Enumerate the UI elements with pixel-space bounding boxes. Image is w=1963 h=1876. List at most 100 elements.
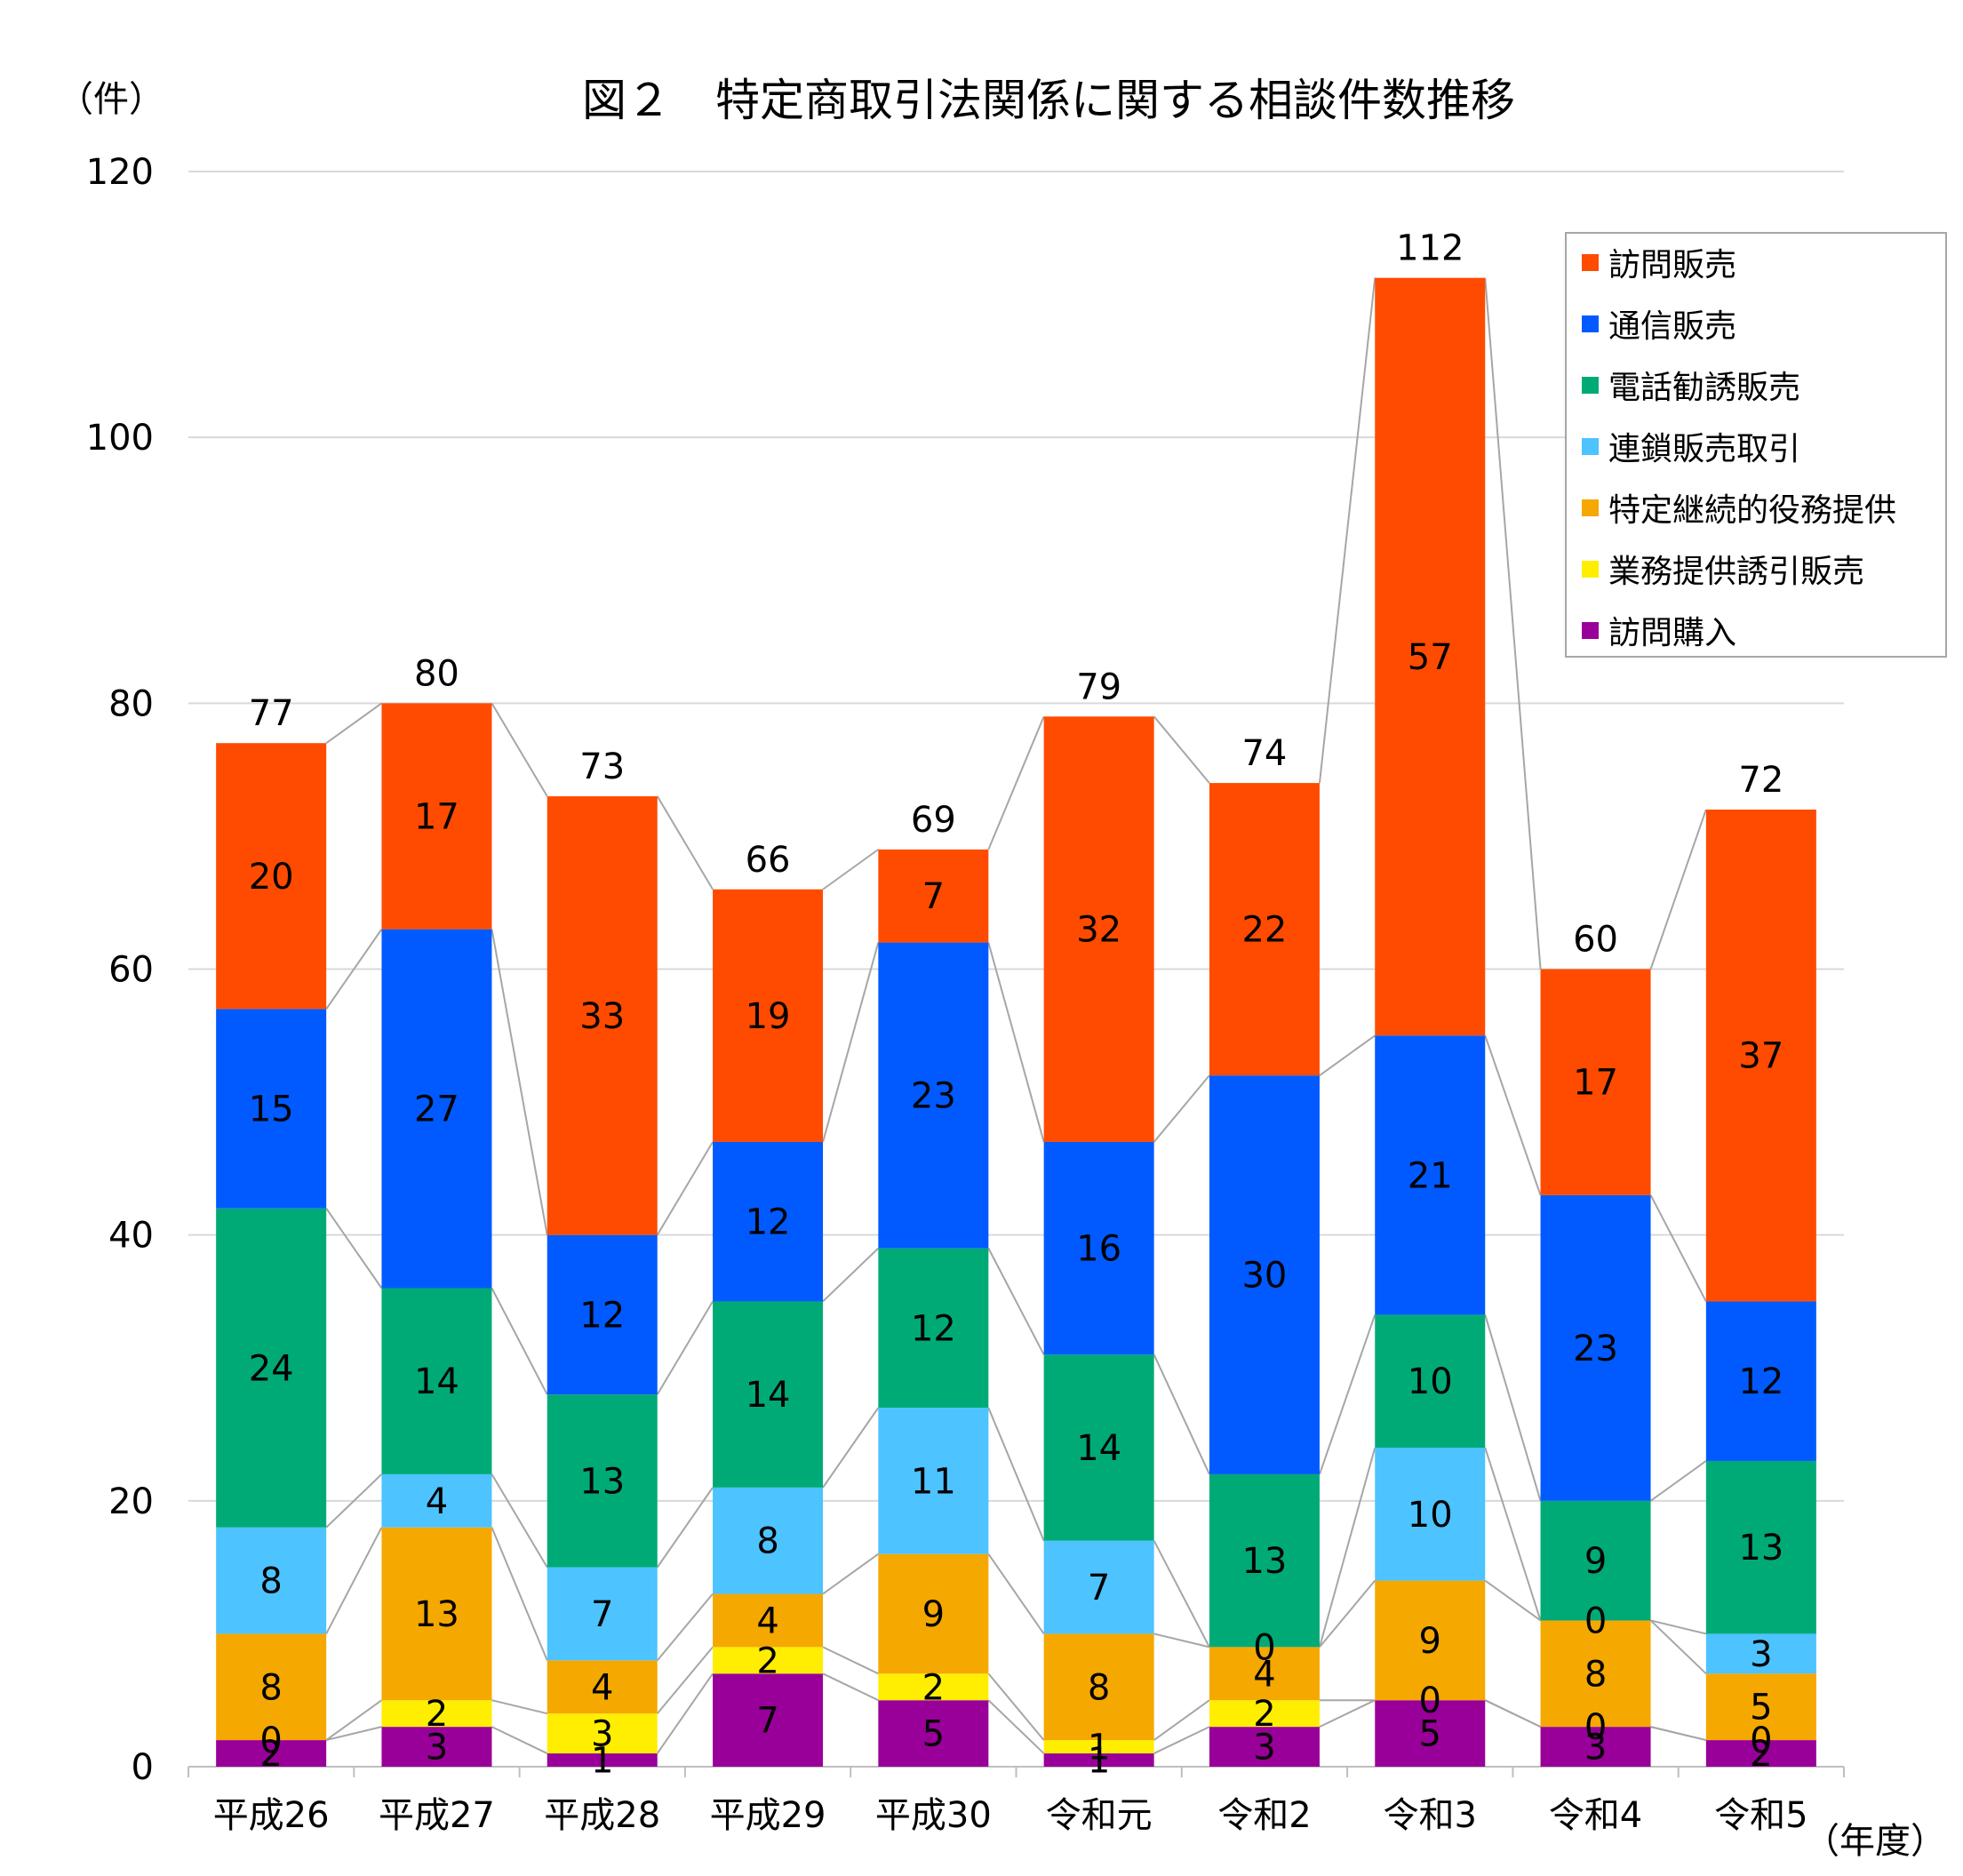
series-line bbox=[656, 1672, 714, 1754]
data-label: 4 bbox=[1253, 1654, 1275, 1695]
x-axis-categories: 平成26 平成27 平成28 平成29 平成30 令和元 令和2 令和3 令和4 令和5 bbox=[213, 1795, 1808, 1836]
bar-segment bbox=[1209, 1647, 1320, 1701]
series-line bbox=[656, 1487, 714, 1569]
series-line bbox=[822, 1553, 879, 1595]
series-line bbox=[491, 1473, 548, 1569]
bar-segment bbox=[547, 1567, 658, 1661]
legend-swatch bbox=[1582, 315, 1599, 332]
data-label: 10 bbox=[1408, 1495, 1453, 1536]
data-label: 23 bbox=[1573, 1329, 1618, 1369]
data-label: 13 bbox=[579, 1461, 625, 1502]
data-label: 9 bbox=[1419, 1621, 1441, 1662]
bar-segment bbox=[713, 1141, 824, 1302]
bar-segment bbox=[1209, 783, 1320, 1076]
total-label: 69 bbox=[911, 800, 956, 841]
total-label: 112 bbox=[1396, 228, 1464, 269]
series-line bbox=[1484, 1314, 1542, 1502]
series-line bbox=[1319, 1034, 1376, 1076]
bar-segment bbox=[878, 942, 989, 1249]
data-label: 5 bbox=[1750, 1688, 1772, 1728]
series-line bbox=[822, 1407, 880, 1489]
series-line bbox=[1153, 1699, 1210, 1741]
total-label: 77 bbox=[249, 693, 294, 734]
series-line bbox=[491, 929, 548, 1235]
total-label: 80 bbox=[414, 653, 459, 694]
series-line bbox=[987, 1672, 1045, 1741]
data-label: 4 bbox=[756, 1601, 778, 1641]
legend-swatch bbox=[1582, 438, 1599, 455]
series-line bbox=[325, 702, 383, 745]
bar-segment bbox=[1209, 1473, 1320, 1648]
bar-segment bbox=[1375, 1700, 1486, 1767]
data-label: 16 bbox=[1076, 1229, 1121, 1270]
bar-segment bbox=[381, 1527, 492, 1701]
series-line bbox=[1484, 1447, 1542, 1621]
bar-segment bbox=[1705, 810, 1816, 1302]
x-category-label: 平成28 bbox=[544, 1795, 660, 1836]
bar-segment bbox=[216, 1740, 327, 1767]
x-category-label: 令和元 bbox=[1046, 1795, 1153, 1836]
bars bbox=[216, 277, 1816, 1767]
legend-entry: 特定継続的役務提供 bbox=[1608, 492, 1896, 529]
series-line bbox=[1153, 1540, 1210, 1648]
data-label: 12 bbox=[911, 1308, 956, 1349]
bar-segment bbox=[381, 1473, 492, 1528]
total-label: 72 bbox=[1738, 760, 1783, 801]
series-line bbox=[656, 1300, 714, 1395]
x-category-label: 平成29 bbox=[710, 1795, 826, 1836]
series-line bbox=[325, 929, 383, 1010]
data-label: 57 bbox=[1408, 637, 1453, 678]
bar-segment bbox=[1043, 1540, 1154, 1634]
bar-segment bbox=[216, 1208, 327, 1528]
data-label: 3 bbox=[426, 1728, 448, 1768]
series-line bbox=[987, 1699, 1045, 1754]
data-label: 9 bbox=[922, 1594, 945, 1635]
bar-segment bbox=[878, 1248, 989, 1409]
bar-segment bbox=[1043, 1740, 1154, 1754]
data-label: 8 bbox=[756, 1521, 778, 1562]
bar-segment bbox=[1705, 1633, 1816, 1674]
data-label: 5 bbox=[1419, 1714, 1441, 1755]
bar-segment bbox=[216, 1633, 327, 1741]
bar-segment bbox=[1540, 969, 1651, 1195]
bar-segment bbox=[1209, 1075, 1320, 1474]
bar-segment bbox=[381, 929, 492, 1289]
series-line bbox=[325, 1208, 383, 1289]
bar-segment bbox=[1043, 1633, 1154, 1741]
data-label: 7 bbox=[922, 876, 945, 917]
bar-segment bbox=[1540, 1727, 1651, 1767]
bar-segment bbox=[1705, 1740, 1816, 1767]
total-label: 73 bbox=[579, 746, 625, 787]
data-label: 32 bbox=[1076, 910, 1121, 951]
data-label: 5 bbox=[922, 1714, 945, 1755]
bar-segment bbox=[381, 1700, 492, 1728]
data-label: 9 bbox=[1584, 1541, 1607, 1582]
bar-segment bbox=[381, 1727, 492, 1767]
data-label: 7 bbox=[591, 1594, 613, 1635]
bar-segment bbox=[1209, 1727, 1320, 1767]
data-label: 27 bbox=[414, 1090, 459, 1130]
series-line bbox=[1153, 1633, 1210, 1648]
data-label: 12 bbox=[579, 1295, 625, 1336]
legend-entry: 通信販売 bbox=[1608, 308, 1736, 345]
series-line bbox=[822, 1247, 880, 1303]
series-line bbox=[1649, 1194, 1707, 1302]
bar-segment bbox=[216, 1009, 327, 1209]
series-line bbox=[325, 1473, 383, 1529]
legend-entry: 訪問購入 bbox=[1608, 615, 1736, 651]
bar-segment bbox=[1705, 1673, 1816, 1741]
y-axis-ticks: 0 20 40 60 80 100 120 bbox=[86, 152, 154, 1788]
data-label: 14 bbox=[746, 1375, 791, 1416]
series-line bbox=[491, 1527, 548, 1661]
total-label: 60 bbox=[1573, 920, 1618, 961]
data-label: 19 bbox=[746, 996, 791, 1037]
data-label: 17 bbox=[1573, 1063, 1618, 1104]
bar-segment bbox=[1705, 1460, 1816, 1634]
x-category-label: 令和5 bbox=[1714, 1795, 1807, 1836]
data-label: 22 bbox=[1241, 910, 1287, 951]
data-label: 21 bbox=[1408, 1155, 1453, 1196]
data-label: 1 bbox=[1088, 1728, 1110, 1768]
bar-segment bbox=[1375, 277, 1486, 1036]
bar-segment bbox=[547, 796, 658, 1235]
series-line bbox=[1484, 277, 1542, 970]
